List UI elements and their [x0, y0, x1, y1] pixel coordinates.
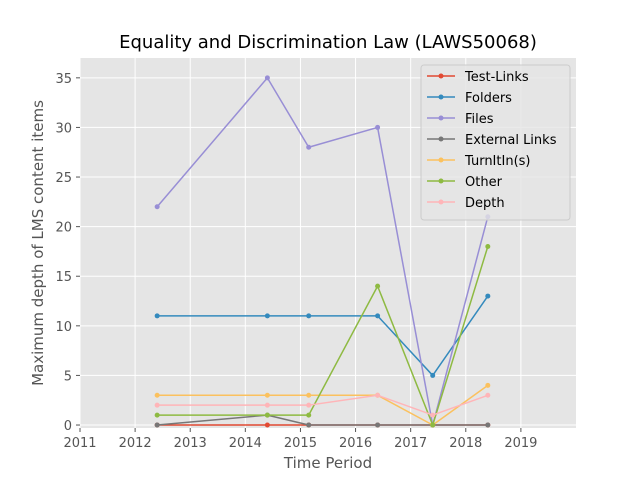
data-point-depth — [306, 402, 312, 408]
data-point-files — [375, 124, 381, 130]
legend-label: Depth — [465, 196, 505, 211]
data-point-other — [485, 243, 491, 249]
legend-marker — [438, 178, 444, 184]
x-tick-label: 2013 — [174, 436, 207, 451]
x-tick-label: 2018 — [449, 436, 482, 451]
series-line-external-links — [157, 414, 488, 426]
chart-title: Equality and Discrimination Law (LAWS500… — [119, 32, 537, 53]
series-lines — [154, 75, 491, 428]
legend: Test-Links Folders Files External Links Turn… — [420, 64, 571, 221]
y-tick-label: 10 — [55, 320, 72, 335]
data-point-turnitin-s — [485, 382, 491, 388]
x-tick-label: 2014 — [229, 436, 262, 451]
legend-item-other: Other — [427, 175, 503, 190]
series-other — [154, 243, 491, 428]
data-point-folders — [154, 313, 160, 319]
data-point-folders — [375, 313, 381, 319]
x-tick-label: 2012 — [119, 436, 152, 451]
data-point-depth — [485, 392, 491, 398]
series-line-turnitin-s — [157, 384, 489, 426]
data-point-test-links — [264, 422, 270, 428]
series-line-depth — [157, 394, 489, 416]
data-point-files — [306, 144, 312, 150]
legend-marker — [438, 199, 444, 205]
legend-label: Folders — [465, 91, 512, 106]
legend-marker — [438, 73, 444, 79]
legend-label: External Links — [465, 133, 557, 148]
x-tick-label: 2015 — [284, 436, 317, 451]
x-tick-label: 2019 — [504, 436, 537, 451]
data-point-folders — [264, 313, 270, 319]
data-point-folders — [306, 313, 312, 319]
legend-item-test-links: Test-Links — [427, 70, 529, 85]
data-point-other — [306, 412, 312, 418]
data-point-turnitin-s — [306, 392, 312, 398]
data-point-external-links — [375, 422, 381, 428]
data-point-turnitin-s — [154, 392, 160, 398]
series-line-other — [157, 246, 489, 426]
legend-label: Test-Links — [464, 70, 529, 85]
data-point-other — [264, 412, 270, 418]
legend-label: Files — [465, 112, 494, 127]
series-depth — [154, 392, 491, 418]
y-tick-label: 30 — [55, 121, 72, 136]
legend-marker — [438, 157, 444, 163]
data-point-depth — [375, 392, 381, 398]
data-point-external-links — [306, 422, 312, 428]
data-point-folders — [485, 293, 491, 299]
legend-item-files: Files — [427, 112, 494, 127]
y-tick-label: 35 — [55, 72, 72, 87]
y-tick-label: 20 — [55, 221, 72, 236]
data-point-depth — [264, 402, 270, 408]
y-tick-label: 15 — [55, 270, 72, 285]
data-point-turnitin-s — [264, 392, 270, 398]
legend-item-turnitin-s: TurnItIn(s) — [427, 154, 530, 169]
y-tick-label: 5 — [64, 369, 72, 384]
series-folders — [154, 293, 491, 378]
series-line-folders — [157, 295, 489, 377]
data-point-files — [154, 204, 160, 210]
x-tick-label: 2016 — [339, 436, 372, 451]
data-point-other — [154, 412, 160, 418]
legend-item-external-links: External Links — [427, 133, 557, 148]
legend-item-folders: Folders — [427, 91, 512, 106]
data-point-files — [264, 75, 270, 81]
legend-marker — [438, 115, 444, 121]
x-axis-label: Time Period — [283, 454, 372, 472]
series-line-files — [156, 77, 489, 426]
legend-marker — [438, 94, 444, 100]
x-tick-label: 2017 — [394, 436, 427, 451]
data-point-folders — [430, 372, 436, 378]
legend-box — [420, 64, 571, 221]
y-tick-label: 25 — [55, 171, 72, 186]
y-tick-label: 0 — [64, 419, 72, 434]
data-point-external-links — [485, 422, 491, 428]
legend-label: TurnItIn(s) — [464, 154, 530, 169]
legend-label: Other — [465, 175, 503, 190]
tick-labels: 2011 2012 2013 2014 2015 2016 2017 2018 20190510… — [55, 72, 537, 451]
legend-marker — [438, 136, 444, 142]
data-point-external-links — [154, 422, 160, 428]
data-point-depth — [154, 402, 160, 408]
x-tick-label: 2011 — [63, 436, 96, 451]
data-point-other — [375, 283, 381, 289]
y-axis-label: Maximum depth of LMS content items — [29, 100, 47, 386]
data-point-other — [430, 422, 436, 428]
legend-item-depth: Depth — [427, 196, 505, 211]
data-point-depth — [430, 412, 436, 418]
